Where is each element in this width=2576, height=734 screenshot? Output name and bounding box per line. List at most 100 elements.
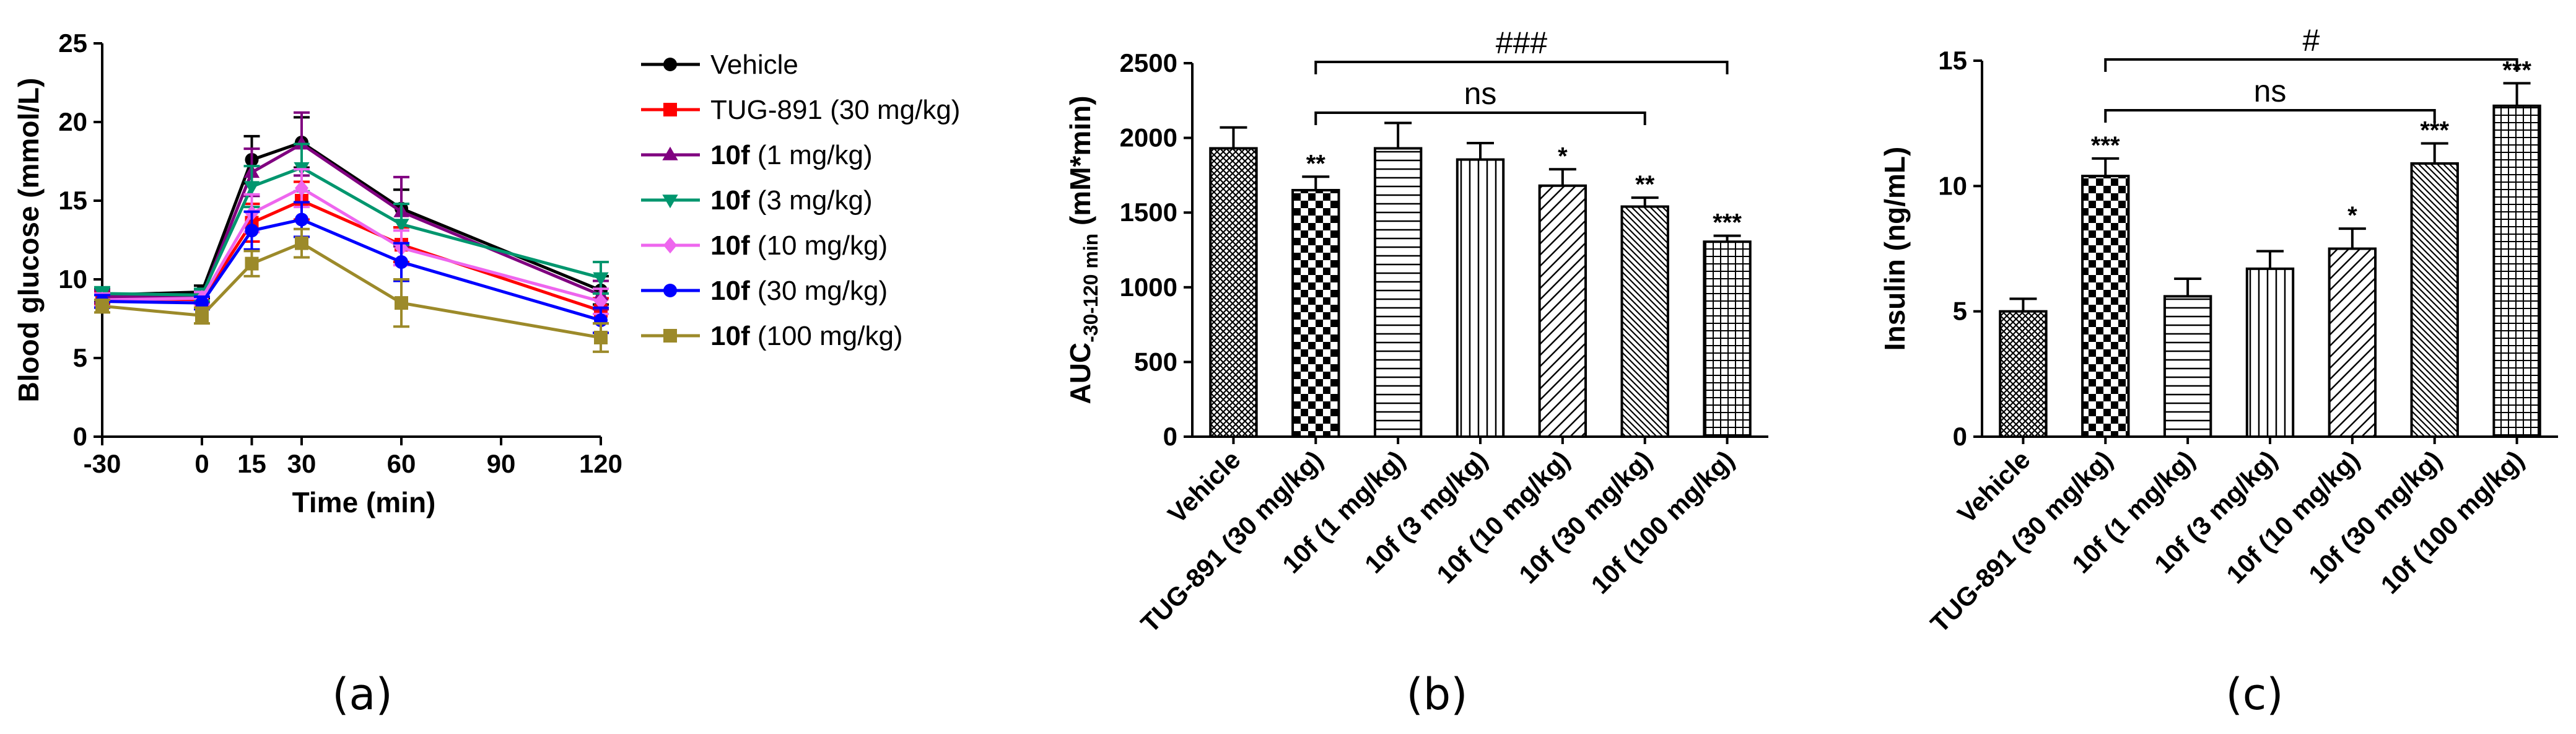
y-axis-title: Insulin (ng/mL) — [1879, 147, 1911, 351]
series-line — [102, 217, 601, 322]
series-line — [102, 165, 601, 297]
legend-marker — [663, 329, 677, 343]
data-point — [295, 180, 308, 196]
series-10f-30-mg-kg — [94, 201, 609, 334]
legend-item-10f-10-mg-kg: 10f (10 mg/kg) — [641, 230, 888, 261]
bar — [2492, 104, 2541, 438]
x-tick-label: Vehicle — [1162, 445, 1246, 529]
x-tick-label: -30 — [84, 449, 121, 478]
data-point — [195, 308, 209, 323]
y-tick-label: 2500 — [1120, 48, 1177, 77]
significance-label: *** — [1713, 209, 1742, 237]
legend-item-vehicle: Vehicle — [641, 50, 798, 80]
legend-marker — [662, 146, 678, 160]
series-line — [102, 241, 601, 339]
legend-marker — [663, 237, 677, 254]
bar — [2081, 175, 2130, 438]
bracket-label: ns — [1464, 76, 1497, 111]
x-tick-label: 60 — [387, 449, 416, 478]
bar — [2328, 247, 2377, 438]
x-tick-label: 30 — [287, 449, 317, 478]
legend-item-10f-100-mg-kg: 10f (100 mg/kg) — [641, 321, 903, 351]
y-axis-title: AUC-30-120 min (mM*min) — [1064, 95, 1102, 404]
panel-b-auc-bar-chart: 0 500 1000 1500 2000 2500 AUC-30-120 min (mM*m… — [1064, 25, 1768, 638]
y-tick-label: 5 — [1953, 297, 1967, 326]
legend-item-10f-30-mg-kg: 10f (30 mg/kg) — [641, 276, 888, 306]
legend-label: 10f (1 mg/kg) — [710, 140, 873, 170]
bar — [1999, 310, 2048, 438]
bar — [1620, 205, 1669, 438]
y-axis-title: Blood glucose (mmol/L) — [12, 78, 45, 403]
data-point — [243, 181, 260, 195]
legend-label: TUG-891 (30 mg/kg) — [710, 95, 960, 125]
y-tick-label: 15 — [58, 186, 87, 215]
bracket-line — [1314, 61, 1729, 74]
bracket-label: ### — [1496, 25, 1548, 60]
bracket-label: # — [2303, 23, 2320, 58]
y-tick-label: 0 — [1163, 422, 1177, 451]
x-tick-label: 10f (100 mg/kg) — [1585, 445, 1739, 599]
data-point — [594, 293, 608, 310]
legend-marker — [663, 58, 677, 71]
y-tick-label: 5 — [73, 343, 87, 372]
significance-label: ** — [1635, 171, 1655, 198]
data-point — [245, 224, 259, 238]
x-axis-title: Time (min) — [292, 486, 436, 518]
legend-label: 10f (3 mg/kg) — [710, 185, 873, 216]
data-point — [395, 255, 408, 269]
x-tick-label: 90 — [487, 449, 516, 478]
legend-item-10f-1-mg-kg: 10f (1 mg/kg) — [641, 140, 873, 170]
y-tick-label: 15 — [1938, 46, 1967, 75]
x-tick-label: 0 — [194, 449, 209, 478]
y-tick-label: 10 — [58, 264, 87, 294]
bracket-line — [2104, 58, 2518, 72]
significance-label: ** — [1306, 150, 1326, 177]
legend: Vehicle TUG-891 (30 mg/kg) 10f (1 mg/kg) 10… — [641, 50, 960, 351]
legend-marker — [662, 194, 678, 209]
bar — [1703, 240, 1752, 438]
series-10f-1-mg-kg — [94, 111, 609, 311]
significance-label: * — [1558, 142, 1568, 170]
bracket-line — [2104, 109, 2436, 123]
series-vehicle — [94, 116, 609, 306]
data-point — [593, 272, 609, 286]
bar-group-10f-30-mg-kg: ***10f (30 mg/kg) — [2303, 117, 2459, 589]
y-tick-label: 20 — [58, 107, 87, 136]
series-line — [102, 142, 601, 299]
series-line — [102, 186, 601, 303]
x-tick-label: 15 — [237, 449, 266, 478]
legend-item-tug-891-30-mg-kg: TUG-891 (30 mg/kg) — [641, 95, 960, 125]
data-point — [294, 136, 310, 150]
legend-label: 10f (30 mg/kg) — [710, 276, 888, 306]
legend-item-10f-3-mg-kg: 10f (3 mg/kg) — [641, 185, 873, 216]
y-tick-label: 10 — [1938, 171, 1967, 200]
y-tick-label: 1000 — [1120, 273, 1177, 302]
significance-label: * — [2347, 202, 2357, 229]
legend-label: 10f (100 mg/kg) — [710, 321, 903, 351]
y-tick-label: 2000 — [1120, 123, 1177, 152]
legend-label: 10f (10 mg/kg) — [710, 230, 888, 261]
bar — [1456, 158, 1505, 438]
comparison-bracket-ns: ns — [2104, 74, 2436, 123]
data-point — [395, 296, 408, 310]
data-point — [195, 296, 209, 310]
bar-group-vehicle: Vehicle — [1952, 297, 2048, 529]
bar — [2410, 162, 2459, 438]
bar — [2163, 295, 2212, 438]
series-line — [102, 141, 601, 297]
y-tick-label: 25 — [58, 28, 87, 58]
data-point — [393, 219, 409, 233]
data-point — [295, 212, 308, 227]
data-point — [594, 330, 608, 344]
panel-a-label: (a) — [332, 669, 393, 720]
bracket-line — [1314, 111, 1646, 125]
y-tick-label: 500 — [1134, 347, 1177, 376]
bar — [1291, 189, 1340, 438]
panel-b-label: (b) — [1406, 669, 1467, 720]
bracket-label: ns — [2254, 74, 2287, 108]
bar-group-vehicle: Vehicle — [1162, 126, 1258, 529]
comparison-bracket-hash: # — [2104, 23, 2518, 72]
x-tick-label: 10f (100 mg/kg) — [2375, 445, 2529, 599]
